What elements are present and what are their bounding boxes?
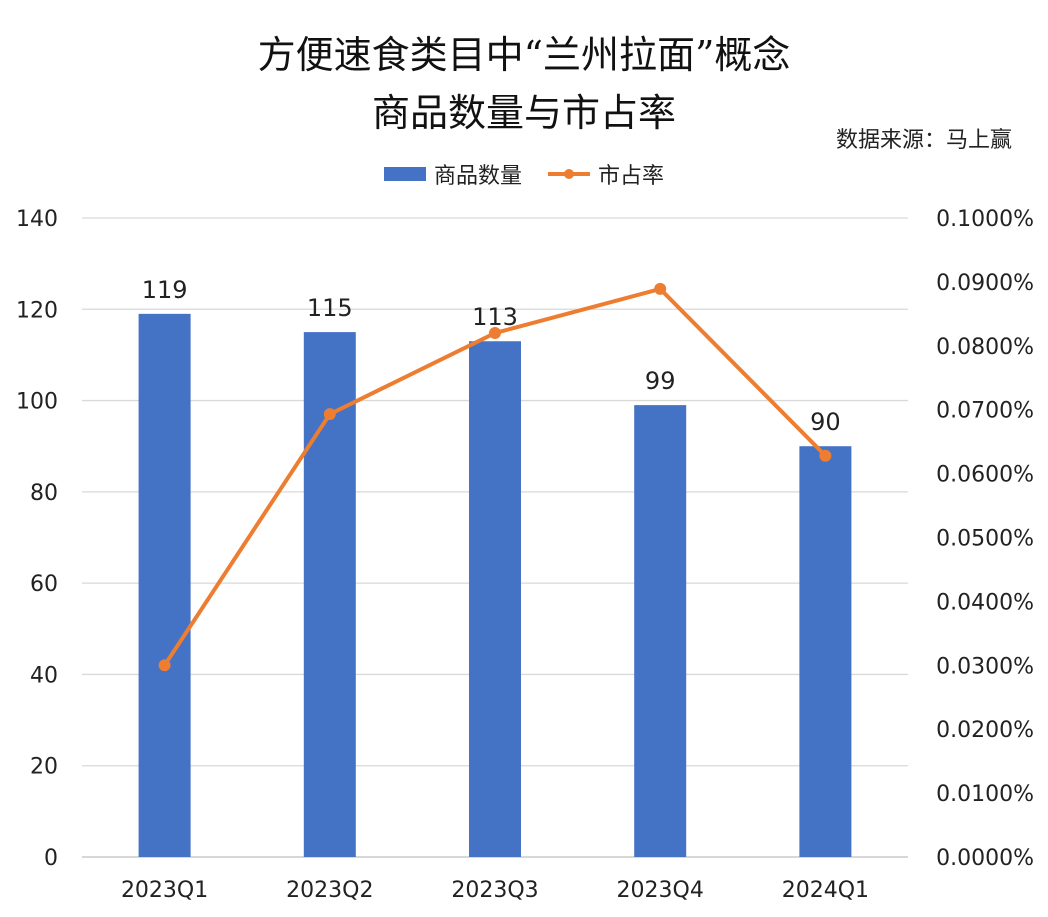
left-tick-label: 120 xyxy=(16,298,58,323)
bar-data-label: 113 xyxy=(472,303,518,331)
legend-label: 商品数量 xyxy=(433,164,522,189)
legend-swatch-bar xyxy=(383,167,426,181)
x-tick-label: 2023Q3 xyxy=(451,878,538,903)
legend-item-bar[interactable]: 商品数量 xyxy=(383,158,522,190)
left-tick-label: 20 xyxy=(30,755,58,780)
x-tick-label: 2023Q1 xyxy=(121,878,208,903)
left-tick-label: 140 xyxy=(16,207,58,232)
line-point xyxy=(819,449,832,462)
legend-label: 市占率 xyxy=(598,164,665,189)
bar-data-label: 119 xyxy=(142,276,188,304)
right-tick-label: 0.0100% xyxy=(936,782,1034,807)
left-tick-label: 80 xyxy=(30,481,58,506)
bar xyxy=(634,405,687,857)
right-tick-label: 0.0700% xyxy=(936,399,1034,424)
x-tick-label: 2023Q2 xyxy=(286,878,373,903)
bar xyxy=(799,446,852,857)
bar xyxy=(138,313,191,858)
legend-item-line[interactable]: 市占率 xyxy=(548,158,664,190)
bar xyxy=(469,341,521,857)
bar-data-label: 115 xyxy=(307,294,353,322)
legend: 商品数量 市占率 xyxy=(0,158,1048,190)
right-tick-label: 0.0300% xyxy=(936,654,1034,679)
right-tick-label: 0.0800% xyxy=(936,335,1034,360)
right-tick-label: 0.1000% xyxy=(936,207,1034,232)
right-tick-label: 0.0200% xyxy=(936,718,1034,743)
bar-data-label: 99 xyxy=(645,367,676,395)
right-tick-label: 0.0400% xyxy=(936,590,1034,615)
right-tick-label: 0.0900% xyxy=(936,271,1034,296)
chart-title-line2: 商品数量与市占率 xyxy=(371,91,676,135)
legend-swatch-line xyxy=(548,169,590,179)
right-tick-label: 0.0500% xyxy=(936,527,1034,552)
line-point xyxy=(489,327,501,340)
data-source: 数据来源：马上赢 xyxy=(835,128,1012,153)
right-tick-label: 0.0600% xyxy=(936,463,1034,488)
right-tick-label: 0.0000% xyxy=(936,846,1034,871)
left-tick-label: 40 xyxy=(30,663,58,688)
x-tick-label: 2023Q4 xyxy=(617,878,704,903)
bar-data-label: 90 xyxy=(810,408,841,436)
left-tick-label: 0 xyxy=(44,846,58,871)
line-point xyxy=(654,282,667,295)
line-point xyxy=(323,408,336,421)
line-point xyxy=(158,659,171,672)
chart-title-line1: 方便速食类目中“兰州拉面”概念 xyxy=(257,33,791,77)
left-tick-label: 60 xyxy=(30,572,58,597)
left-tick-label: 100 xyxy=(16,390,58,415)
x-tick-label: 2024Q1 xyxy=(782,878,869,903)
